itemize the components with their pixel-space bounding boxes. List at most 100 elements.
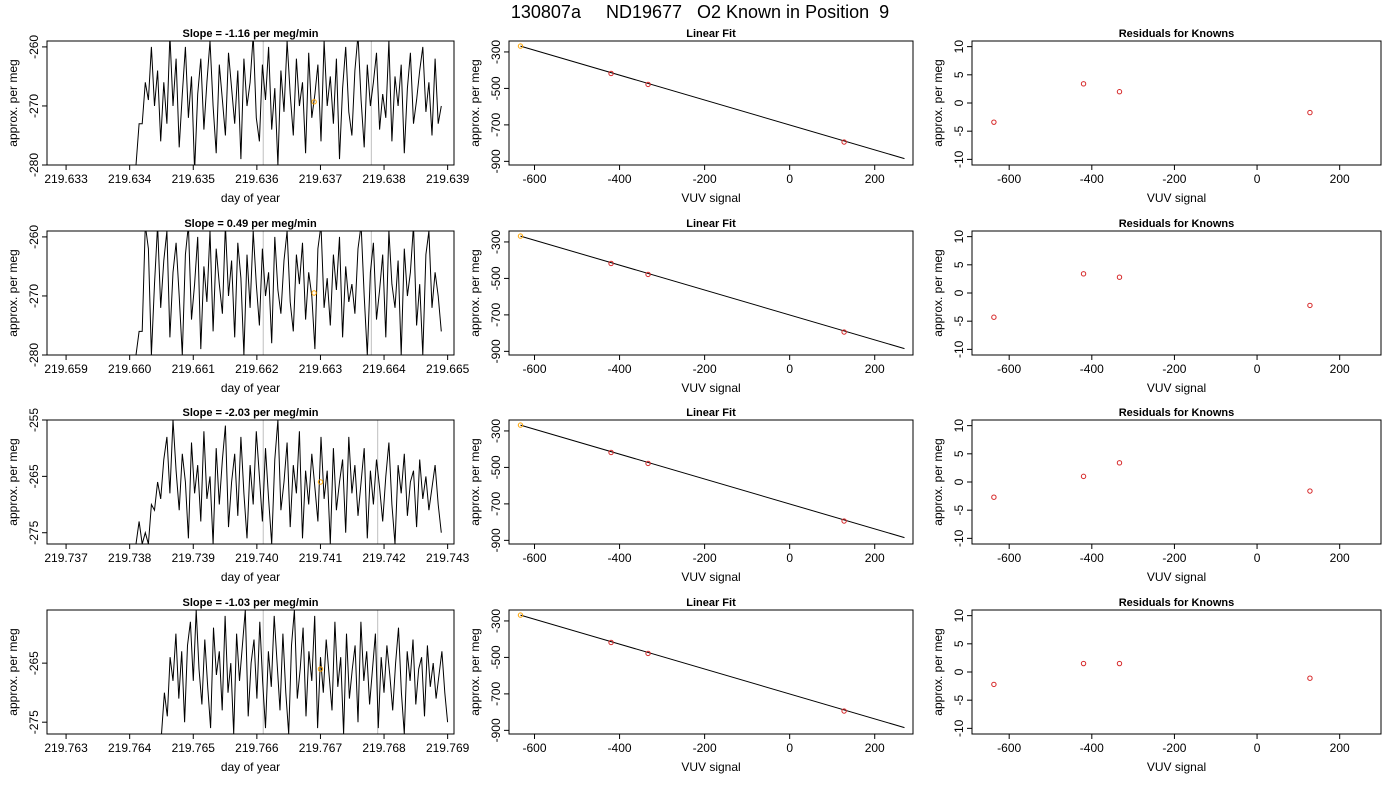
x-axis-label: VUV signal (681, 570, 740, 584)
data-point (991, 494, 997, 500)
panel-r4c1: Slope = -1.03 per meg/min 219.763 219.764 2… (6, 597, 470, 774)
y-axis-label: approx. per meg (6, 628, 20, 715)
plot-frame (971, 419, 1382, 545)
y-tick-label: -5 (952, 695, 966, 706)
panel-title: Slope = -2.03 per meg/min (182, 407, 318, 419)
data-point (608, 260, 614, 267)
x-tick-label: -600 (523, 172, 547, 186)
x-tick-label: 219.737 (44, 551, 88, 565)
y-tick-label: 0 (952, 478, 966, 485)
x-tick-label: 219.740 (235, 551, 279, 565)
y-tick-label: 5 (952, 261, 966, 268)
y-axis-label: approx. per meg (931, 438, 945, 525)
panel-r2c1: Slope = 0.49 per meg/min 219.659 219.660 21… (6, 218, 470, 395)
data-point (1116, 89, 1123, 95)
data-point (608, 639, 614, 646)
panel-title: Residuals for Knowns (1119, 218, 1235, 230)
mean-marker-point (311, 99, 317, 105)
x-tick-label: 219.660 (108, 362, 152, 376)
panel-r3c2: Linear Fit -600 -400 -200 0 200 -900 -700 -500 -3… (468, 407, 914, 584)
panel-title: Slope = -1.03 per meg/min (182, 597, 318, 609)
x-tick-label: -200 (1162, 741, 1186, 755)
panel-title: Residuals for Knowns (1119, 597, 1235, 609)
plot-frame (508, 40, 914, 166)
plot-area (517, 233, 905, 350)
x-tick-label: -400 (1080, 362, 1104, 376)
panel-title: Linear Fit (686, 28, 736, 40)
x-tick-label: 219.741 (299, 551, 343, 565)
y-axis-label: approx. per meg (931, 628, 945, 715)
y-tick-label: -10 (952, 719, 966, 737)
x-tick-label: 219.637 (299, 172, 343, 186)
data-point (517, 612, 524, 618)
x-axis-label: VUV signal (1147, 760, 1206, 774)
y-tick-label: -900 (489, 528, 503, 552)
x-axis-label: day of year (221, 381, 280, 395)
fit-line (520, 45, 905, 160)
panel-r4c3: Residuals for Knowns -600 -400 -200 0 200 -10 -… (931, 597, 1382, 774)
data-point (841, 518, 847, 524)
y-tick-label: -255 (27, 408, 41, 432)
x-tick-label: 0 (786, 172, 793, 186)
x-tick-label: 219.634 (108, 172, 152, 186)
data-point (1080, 271, 1087, 277)
y-tick-label: 0 (952, 289, 966, 296)
plot-area (991, 660, 1313, 688)
x-tick-label: -600 (523, 362, 547, 376)
y-tick-label: -5 (952, 505, 966, 516)
panel-r2c2: Linear Fit -600 -400 -200 0 200 -900 -700 -500 -3… (468, 218, 914, 395)
y-tick-label: -265 (27, 464, 41, 488)
y-axis-label: approx. per meg (931, 59, 945, 146)
plot-frame (508, 419, 914, 545)
x-tick-label: 0 (1254, 741, 1261, 755)
x-tick-label: -400 (1080, 172, 1104, 186)
panel-r2c3: Residuals for Knowns -600 -400 -200 0 200 -10 -… (931, 218, 1382, 395)
panel-r1c3: Residuals for Knowns -600 -400 -200 0 200 -10 -… (931, 28, 1382, 205)
x-axis-label: VUV signal (681, 760, 740, 774)
data-point (1116, 274, 1123, 280)
x-tick-label: -200 (1162, 551, 1186, 565)
y-tick-label: 0 (952, 99, 966, 106)
y-axis-label: approx. per meg (6, 438, 20, 525)
y-tick-label: -900 (489, 339, 503, 363)
plot-area (135, 231, 442, 355)
x-tick-label: -200 (693, 741, 717, 755)
data-point (645, 650, 651, 657)
y-tick-label: 10 (952, 419, 966, 433)
y-tick-label: 10 (952, 40, 966, 54)
fit-line (520, 614, 905, 729)
x-tick-label: 0 (1254, 362, 1261, 376)
plot-area (991, 271, 1313, 320)
x-tick-label: 200 (1330, 172, 1350, 186)
plot-frame (46, 40, 455, 166)
panel-r3c3: Residuals for Knowns -600 -400 -200 0 200 -10 -… (931, 407, 1382, 584)
x-tick-label: 219.659 (44, 362, 88, 376)
y-tick-label: 0 (952, 668, 966, 675)
x-tick-label: 0 (786, 362, 793, 376)
y-tick-label: -275 (27, 710, 41, 734)
y-tick-label: -10 (952, 529, 966, 547)
x-tick-label: 219.765 (172, 741, 216, 755)
panel-title: Residuals for Knowns (1119, 28, 1235, 40)
y-tick-label: -700 (489, 303, 503, 327)
x-tick-label: 219.764 (108, 741, 152, 755)
x-tick-label: 0 (1254, 551, 1261, 565)
x-tick-label: 219.742 (362, 551, 406, 565)
data-point (1307, 109, 1313, 116)
y-axis-label: approx. per meg (931, 249, 945, 336)
y-tick-label: 5 (952, 640, 966, 647)
plot-frame (46, 230, 455, 356)
x-tick-label: 219.769 (426, 741, 470, 755)
fit-line (520, 235, 905, 350)
panel-r1c2: Linear Fit -600 -400 -200 0 200 -900 -700 -500 -3… (468, 28, 914, 205)
x-tick-label: 219.664 (362, 362, 406, 376)
data-point (517, 43, 524, 49)
data-point (1307, 302, 1313, 309)
x-axis-label: day of year (221, 760, 280, 774)
data-point (991, 681, 997, 688)
y-tick-label: 5 (952, 450, 966, 457)
x-tick-label: -400 (608, 551, 632, 565)
x-tick-label: 219.636 (235, 172, 279, 186)
data-point (645, 271, 651, 278)
y-tick-label: -900 (489, 149, 503, 173)
